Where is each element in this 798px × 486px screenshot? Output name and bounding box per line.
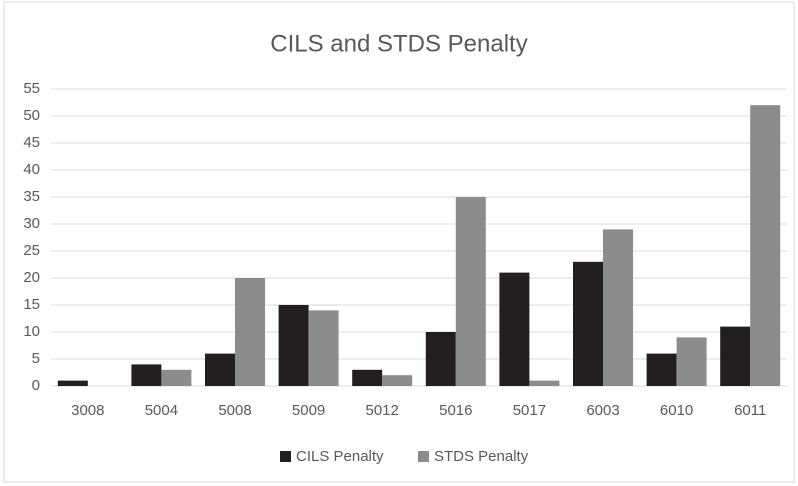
- x-tick-label: 5009: [292, 402, 325, 419]
- bar: [131, 364, 162, 386]
- bar: [720, 326, 751, 386]
- legend-swatch: [418, 451, 429, 462]
- x-tick-label: 5016: [439, 402, 472, 419]
- x-tick-label: 5012: [366, 402, 399, 419]
- bar: [308, 310, 339, 386]
- bar: [529, 380, 560, 386]
- y-tick-label: 35: [23, 188, 40, 205]
- legend-label: STDS Penalty: [434, 448, 529, 465]
- y-tick-label: 5: [32, 350, 40, 367]
- bar: [455, 197, 486, 386]
- y-tick-label: 45: [23, 134, 40, 151]
- x-tick-label: 5008: [218, 402, 251, 419]
- chart-frame: [3, 1, 795, 483]
- y-tick-label: 25: [23, 242, 40, 259]
- y-tick-label: 10: [23, 323, 40, 340]
- x-tick-label: 3008: [71, 402, 104, 419]
- x-tick-label: 5017: [513, 402, 546, 419]
- bar: [750, 105, 781, 386]
- y-tick-label: 40: [23, 161, 40, 178]
- bar: [205, 353, 235, 386]
- bar: [382, 375, 413, 386]
- x-tick-label: 6003: [586, 402, 619, 419]
- bar: [573, 261, 603, 386]
- chart-title: CILS and STDS Penalty: [270, 30, 527, 57]
- y-tick-label: 0: [32, 377, 40, 394]
- y-tick-label: 50: [23, 107, 40, 124]
- y-tick-label: 20: [23, 269, 40, 286]
- x-tick-label: 6010: [660, 402, 693, 419]
- bar: [57, 380, 88, 386]
- x-tick-label: 5004: [145, 402, 178, 419]
- bar: [425, 332, 456, 386]
- bar: [161, 369, 192, 386]
- bar: [352, 369, 383, 386]
- y-tick-label: 15: [23, 296, 40, 313]
- bar: [676, 337, 707, 386]
- bar: [235, 278, 265, 386]
- y-tick-label: 55: [23, 80, 40, 97]
- bar: [499, 272, 530, 386]
- bar: [603, 229, 633, 386]
- bar: [278, 305, 309, 386]
- bar: [646, 353, 677, 386]
- legend-swatch: [280, 451, 291, 462]
- x-tick-label: 6011: [734, 402, 766, 419]
- y-tick-label: 30: [23, 215, 40, 232]
- legend-label: CILS Penalty: [296, 448, 384, 465]
